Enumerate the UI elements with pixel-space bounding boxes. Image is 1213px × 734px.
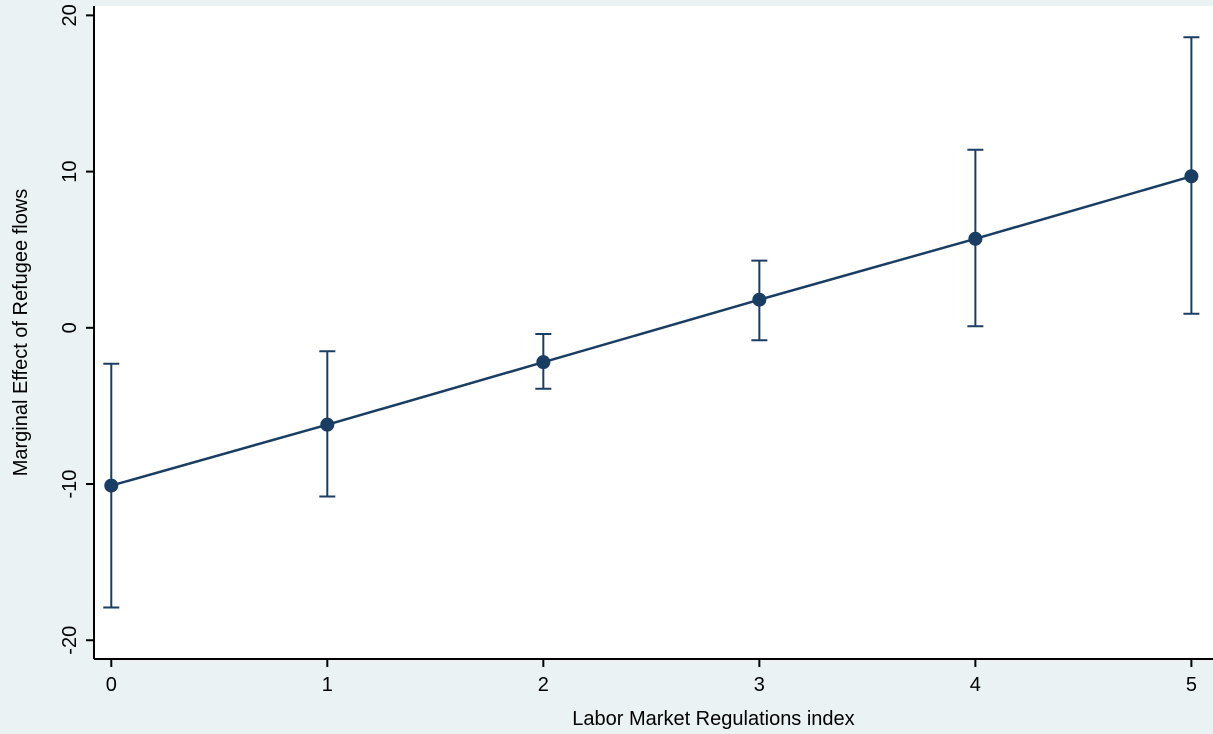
y-tick-label: -10: [59, 470, 81, 499]
x-tick-label: 0: [106, 674, 117, 696]
x-tick-label: 5: [1186, 674, 1197, 696]
chart-marks: -20 -10 0 10 20 0 1 2 3 4 5: [59, 4, 1213, 696]
series-line: [110, 175, 1192, 487]
x-axis-label: Labor Market Regulations index: [572, 708, 854, 730]
data-point: [536, 355, 551, 370]
data-point: [968, 231, 983, 246]
y-tick-label: 0: [59, 322, 81, 333]
data-point: [1184, 169, 1199, 184]
y-axis-label: Marginal Effect of Refugee flows: [10, 189, 32, 477]
y-tick-label: -20: [59, 626, 81, 655]
y-tick-label: 10: [59, 160, 81, 182]
data-point: [752, 292, 767, 307]
x-tick-label: 1: [322, 674, 333, 696]
x-tick-label: 4: [970, 674, 981, 696]
plot-area: [94, 6, 1213, 659]
data-point: [104, 478, 119, 493]
x-tick-label: 3: [754, 674, 765, 696]
data-point: [320, 417, 335, 432]
y-tick-label: 20: [59, 4, 81, 26]
x-tick-label: 2: [538, 674, 549, 696]
